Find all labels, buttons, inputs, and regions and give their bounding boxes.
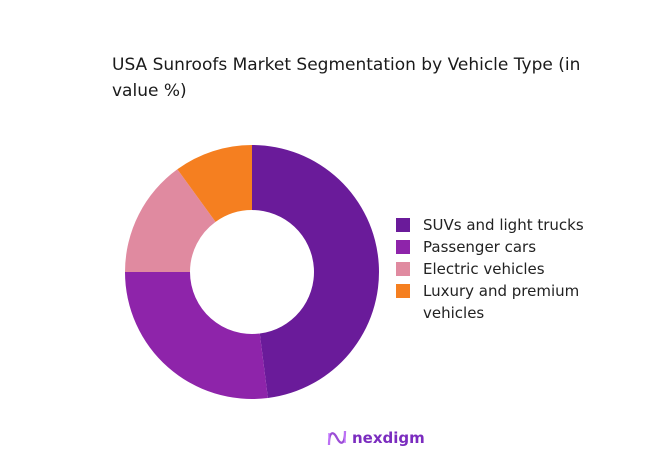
legend-label: Luxury and premium vehicles bbox=[423, 282, 580, 322]
legend-swatch bbox=[396, 284, 410, 298]
legend-label: SUVs and light trucks bbox=[423, 216, 584, 234]
legend-item: Luxury and premium vehicles bbox=[396, 280, 623, 324]
legend: SUVs and light trucks Passenger cars Elect… bbox=[396, 214, 623, 324]
legend-swatch bbox=[396, 240, 410, 254]
logo-icon bbox=[327, 430, 347, 446]
legend-swatch bbox=[396, 218, 410, 232]
donut-slice-0 bbox=[252, 145, 379, 398]
legend-item: SUVs and light trucks bbox=[396, 214, 623, 236]
donut-slice-3 bbox=[177, 145, 252, 222]
legend-item: Electric vehicles bbox=[396, 258, 623, 280]
chart-title: USA Sunroofs Market Segmentation by Vehi… bbox=[112, 55, 581, 101]
logo-text: nexdigm bbox=[352, 429, 425, 447]
donut-slice-1 bbox=[125, 272, 268, 399]
donut-slice-2 bbox=[125, 169, 216, 272]
legend-label: Electric vehicles bbox=[423, 260, 545, 278]
nexdigm-logo: nexdigm bbox=[326, 428, 425, 448]
legend-swatch bbox=[396, 262, 410, 276]
legend-item: Passenger cars bbox=[396, 236, 623, 258]
legend-label: Passenger cars bbox=[423, 238, 537, 256]
